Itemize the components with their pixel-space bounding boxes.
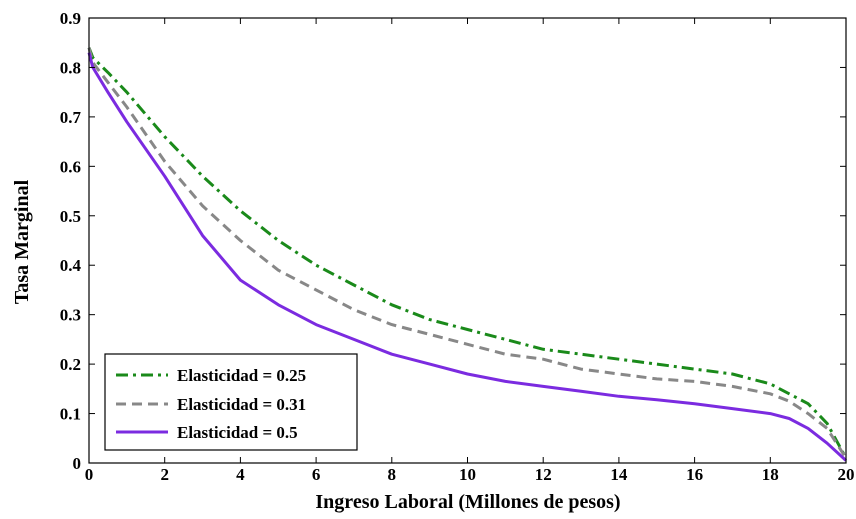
y-axis-title: Tasa Marginal bbox=[11, 179, 33, 304]
legend-label-elasticidad-0.25: Elasticidad = 0.25 bbox=[177, 366, 306, 385]
y-tick-label: 0.7 bbox=[60, 108, 82, 127]
x-tick-label: 14 bbox=[610, 465, 628, 484]
y-tick-label: 0 bbox=[73, 454, 82, 473]
y-tick-label: 0.9 bbox=[60, 9, 81, 28]
x-tick-label: 4 bbox=[236, 465, 245, 484]
x-tick-label: 18 bbox=[762, 465, 779, 484]
x-tick-label: 20 bbox=[838, 465, 855, 484]
y-tick-label: 0.8 bbox=[60, 58, 81, 77]
y-tick-label: 0.2 bbox=[60, 355, 81, 374]
series-line-elasticidad-0.25 bbox=[87, 47, 848, 459]
legend: Elasticidad = 0.25 Elasticidad = 0.31 El… bbox=[104, 353, 358, 451]
legend-label-elasticidad-0.31: Elasticidad = 0.31 bbox=[177, 395, 306, 414]
x-tick-labels: 0 2 4 6 8 10 12 14 16 18 20 bbox=[85, 465, 855, 484]
x-tick-label: 8 bbox=[388, 465, 397, 484]
y-tick-label: 0.3 bbox=[60, 306, 81, 325]
y-tick-label: 0.4 bbox=[60, 256, 82, 275]
tick-marks bbox=[88, 17, 847, 464]
series-line-elasticidad-0.31 bbox=[87, 47, 848, 459]
series-line-elasticidad-0.5 bbox=[87, 52, 848, 462]
x-tick-label: 10 bbox=[459, 465, 476, 484]
x-tick-label: 16 bbox=[686, 465, 703, 484]
legend-label-elasticidad-0.5: Elasticidad = 0.5 bbox=[177, 423, 298, 442]
y-tick-labels: 0 0.1 0.2 0.3 0.4 0.5 0.6 0.7 0.8 0.9 bbox=[60, 9, 82, 473]
y-tick-label: 0.5 bbox=[60, 207, 81, 226]
legend-box bbox=[104, 353, 358, 451]
x-tick-label: 6 bbox=[312, 465, 321, 484]
series-lines bbox=[87, 47, 848, 462]
x-axis-title: Ingreso Laboral (Millones de pesos) bbox=[315, 491, 620, 513]
y-tick-label: 0.6 bbox=[60, 157, 81, 176]
x-tick-label: 0 bbox=[85, 465, 94, 484]
x-tick-label: 12 bbox=[535, 465, 552, 484]
y-tick-label: 0.1 bbox=[60, 405, 81, 424]
x-tick-label: 2 bbox=[160, 465, 169, 484]
